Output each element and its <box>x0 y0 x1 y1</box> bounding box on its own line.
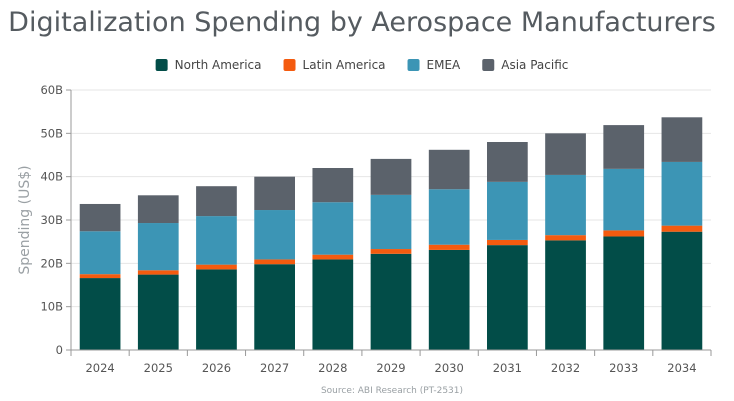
x-tick-label: 2027 <box>260 361 289 375</box>
bar-segment <box>428 189 470 245</box>
legend-label: Asia Pacific <box>501 58 568 72</box>
bar-segment <box>661 225 703 232</box>
legend-item: North America <box>155 58 262 72</box>
x-tick-label: 2029 <box>376 361 405 375</box>
bar-segment <box>370 158 412 195</box>
bar-segment <box>603 125 645 169</box>
bar-segment <box>254 264 295 350</box>
bar-segment <box>428 244 470 250</box>
y-tick-label: 0 <box>56 343 63 357</box>
bar-segment <box>487 239 528 246</box>
bar-segment <box>312 259 354 350</box>
bar-segment <box>661 231 703 350</box>
bars <box>79 117 703 350</box>
bar-segment <box>603 168 645 231</box>
bar-segment <box>312 254 354 260</box>
bar-segment <box>196 216 237 265</box>
y-tick-label: 20B <box>40 256 63 270</box>
x-tick-label: 2024 <box>85 361 114 375</box>
chart-title: Digitalization Spending by Aerospace Man… <box>8 7 716 38</box>
bar-segment <box>370 194 412 250</box>
x-tick-label: 2025 <box>144 361 173 375</box>
bar-segment <box>661 117 703 162</box>
bar-segment <box>312 202 354 255</box>
bar-segment <box>79 278 121 350</box>
bar-segment <box>545 240 586 350</box>
legend-swatch <box>155 59 168 71</box>
bar-segment <box>487 245 528 350</box>
y-tick-label: 30B <box>40 213 63 227</box>
x-tick-label: 2026 <box>202 361 231 375</box>
legend-label: Latin America <box>303 58 386 72</box>
bar-segment <box>254 210 295 260</box>
bar-segment <box>487 142 528 182</box>
legend-label: EMEA <box>427 58 462 72</box>
legend: North America Latin America EMEA Asia Pacif… <box>155 58 568 72</box>
bar-segment <box>196 186 237 217</box>
x-tick-labels: 2024 2025 2026 2027 2028 2029 2030 2031 2032 2033… <box>70 350 712 375</box>
bar-segment <box>137 270 179 275</box>
bar-segment <box>370 253 412 350</box>
bar-segment <box>254 259 295 265</box>
x-tick-label: 2028 <box>318 361 347 375</box>
legend-item: Latin America <box>283 58 386 72</box>
bar-segment <box>428 149 470 190</box>
x-tick-label: 2032 <box>551 361 580 375</box>
bar-segment <box>428 249 470 350</box>
y-tick-label: 10B <box>40 300 63 314</box>
bar-segment <box>603 236 645 350</box>
x-tick-label: 2034 <box>667 361 696 375</box>
bar-segment <box>254 176 295 211</box>
legend-swatch <box>482 59 495 71</box>
x-tick-label: 2030 <box>435 361 464 375</box>
bar-segment <box>545 174 586 236</box>
bar-segment <box>196 264 237 270</box>
x-tick-label: 2031 <box>493 361 522 375</box>
bar-segment <box>79 203 121 232</box>
bar-segment <box>312 168 354 203</box>
y-axis-label: Spending (US$) <box>17 165 33 274</box>
x-tick-label: 2033 <box>609 361 638 375</box>
y-tick-labels: 0 10B 20B 30B 40B 50B 60B <box>40 83 71 357</box>
legend-swatch <box>283 59 296 71</box>
legend-label: North America <box>175 58 262 72</box>
bar-segment <box>79 231 121 275</box>
bar-segment <box>137 274 179 350</box>
source-note: Source: ABI Research (PT-2531) <box>321 386 463 396</box>
bar-segment <box>79 274 121 279</box>
legend-swatch <box>407 59 420 71</box>
bar-segment <box>487 181 528 240</box>
bar-segment <box>370 249 412 254</box>
legend-item: EMEA <box>407 58 462 72</box>
bar-segment <box>661 161 703 226</box>
bar-segment <box>137 195 179 224</box>
legend-item: Asia Pacific <box>482 58 568 72</box>
bar-segment <box>196 269 237 350</box>
y-tick-label: 60B <box>40 83 63 97</box>
bar-segment <box>137 223 179 271</box>
bar-segment <box>545 235 586 241</box>
y-tick-label: 40B <box>40 170 63 184</box>
bar-segment <box>603 230 645 237</box>
y-tick-label: 50B <box>40 126 63 140</box>
bar-segment <box>545 133 586 175</box>
